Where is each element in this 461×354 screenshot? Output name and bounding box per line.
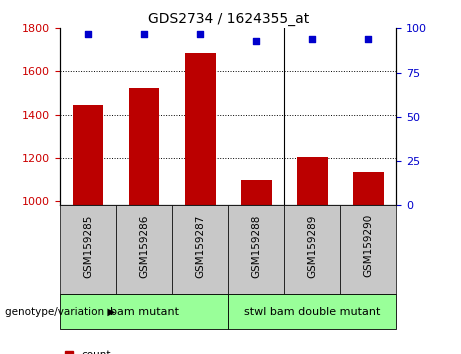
Bar <box>185 53 216 205</box>
Point <box>140 31 148 36</box>
Point <box>84 31 92 36</box>
Bar <box>353 172 384 205</box>
Text: GSM159285: GSM159285 <box>83 214 93 278</box>
Text: GSM159288: GSM159288 <box>251 214 261 278</box>
Text: stwl bam double mutant: stwl bam double mutant <box>244 307 380 316</box>
Point <box>253 38 260 44</box>
Bar <box>129 88 160 205</box>
Point <box>365 36 372 42</box>
Point <box>309 36 316 42</box>
Legend: count, percentile rank within the sample: count, percentile rank within the sample <box>65 350 258 354</box>
Title: GDS2734 / 1624355_at: GDS2734 / 1624355_at <box>148 12 309 26</box>
Text: genotype/variation ▶: genotype/variation ▶ <box>5 307 115 316</box>
Bar <box>297 157 328 205</box>
Bar <box>72 105 103 205</box>
Text: GSM159286: GSM159286 <box>139 214 149 278</box>
Text: GSM159287: GSM159287 <box>195 214 205 278</box>
Text: GSM159290: GSM159290 <box>363 214 373 278</box>
Text: bam mutant: bam mutant <box>110 307 178 316</box>
Point <box>196 31 204 36</box>
Bar <box>241 181 272 205</box>
Text: GSM159289: GSM159289 <box>307 214 317 278</box>
